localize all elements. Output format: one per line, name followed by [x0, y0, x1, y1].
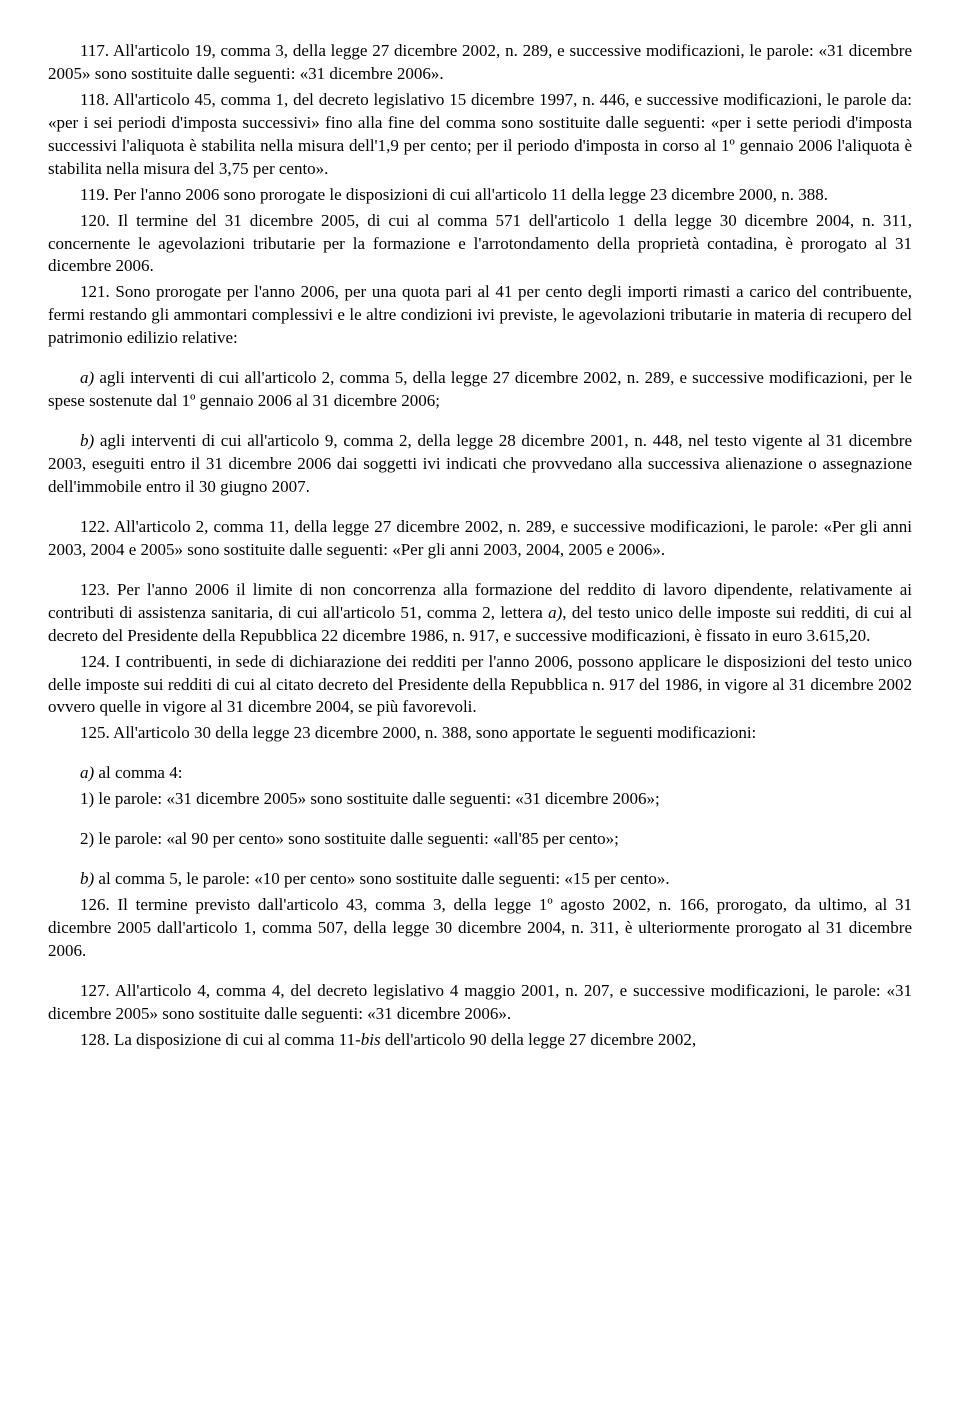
paragraph-121b: b) agli interventi di cui all'articolo 9…	[48, 430, 912, 499]
paragraph-127: 127. All'articolo 4, comma 4, del decret…	[48, 980, 912, 1026]
spacer	[48, 854, 912, 868]
paragraph-128: 128. La disposizione di cui al comma 11-…	[48, 1029, 912, 1052]
p128-italic: bis	[361, 1030, 381, 1049]
paragraph-125a2: 2) le parole: «al 90 per cento» sono sos…	[48, 828, 912, 851]
spacer	[48, 748, 912, 762]
paragraph-121: 121. Sono prorogate per l'anno 2006, per…	[48, 281, 912, 350]
spacer	[48, 353, 912, 367]
paragraph-119: 119. Per l'anno 2006 sono prorogate le d…	[48, 184, 912, 207]
spacer	[48, 416, 912, 430]
paragraph-125: 125. All'articolo 30 della legge 23 dice…	[48, 722, 912, 745]
paragraph-125b: b) al comma 5, le parole: «10 per cento»…	[48, 868, 912, 891]
list-text-b2: al comma 5, le parole: «10 per cento» so…	[94, 869, 670, 888]
list-text-a: agli interventi di cui all'articolo 2, c…	[48, 368, 912, 410]
list-label-b2: b)	[80, 869, 94, 888]
list-label-a: a)	[80, 368, 94, 387]
paragraph-118: 118. All'articolo 45, comma 1, del decre…	[48, 89, 912, 181]
paragraph-122: 122. All'articolo 2, comma 11, della leg…	[48, 516, 912, 562]
spacer	[48, 966, 912, 980]
list-label-a2: a)	[80, 763, 94, 782]
p123-italic: a)	[548, 603, 562, 622]
paragraph-125a: a) al comma 4:	[48, 762, 912, 785]
paragraph-126: 126. Il termine previsto dall'articolo 4…	[48, 894, 912, 963]
p128-part2: dell'articolo 90 della legge 27 dicembre…	[381, 1030, 697, 1049]
spacer	[48, 502, 912, 516]
paragraph-121a: a) agli interventi di cui all'articolo 2…	[48, 367, 912, 413]
paragraph-124: 124. I contribuenti, in sede di dichiara…	[48, 651, 912, 720]
spacer	[48, 814, 912, 828]
paragraph-120: 120. Il termine del 31 dicembre 2005, di…	[48, 210, 912, 279]
list-text-a2: al comma 4:	[94, 763, 182, 782]
list-label-b: b)	[80, 431, 94, 450]
paragraph-125a1: 1) le parole: «31 dicembre 2005» sono so…	[48, 788, 912, 811]
p128-part1: 128. La disposizione di cui al comma 11-	[80, 1030, 361, 1049]
spacer	[48, 565, 912, 579]
list-text-b: agli interventi di cui all'articolo 9, c…	[48, 431, 912, 496]
paragraph-117: 117. All'articolo 19, comma 3, della leg…	[48, 40, 912, 86]
paragraph-123: 123. Per l'anno 2006 il limite di non co…	[48, 579, 912, 648]
